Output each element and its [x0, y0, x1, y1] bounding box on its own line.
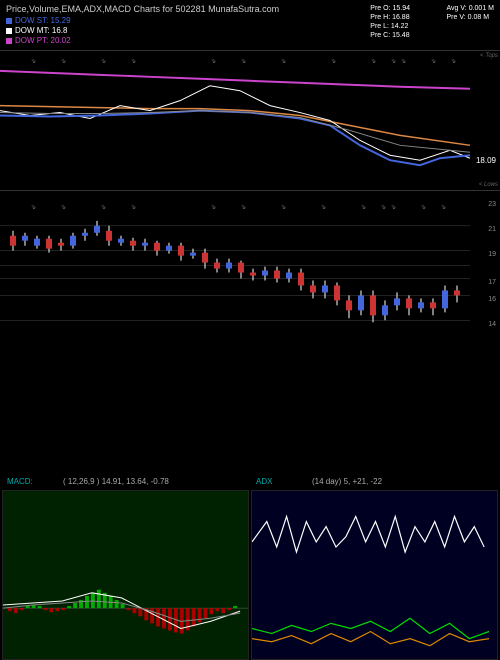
svg-text:⇘: ⇘ — [280, 204, 286, 211]
ohlc-stats: Pre O: 15.94Pre H: 16.88Pre L: 14.22Pre … — [370, 4, 410, 40]
chart-header: Price,Volume,EMA,ADX,MACD Charts for 502… — [0, 0, 500, 50]
svg-text:⇘: ⇘ — [210, 204, 216, 211]
adx-params: (14 day) 5, +21, -22 — [312, 477, 382, 486]
adx-panel: ADX (14 day) 5, +21, -22 — [251, 490, 498, 660]
svg-text:⇘: ⇘ — [100, 58, 106, 65]
macd-svg — [3, 491, 248, 659]
svg-text:⇘: ⇘ — [440, 204, 446, 211]
svg-text:⇘: ⇘ — [30, 58, 36, 65]
legend-item: DOW MT: 16.8 — [6, 26, 71, 35]
svg-text:⇘: ⇘ — [420, 204, 426, 211]
svg-text:⇘: ⇘ — [240, 204, 246, 211]
candle-svg: ⇘ ⇘ ⇘ ⇘ ⇘ ⇘ ⇘ ⇘ ⇘ ⇘ ⇘ ⇘ ⇘ — [0, 191, 500, 370]
price-y-axis: 232119171614 — [470, 191, 500, 370]
svg-text:⇘: ⇘ — [60, 204, 66, 211]
macd-params: ( 12,26,9 ) 14.91, 13.64, -0.78 — [63, 477, 169, 486]
svg-text:⇘: ⇘ — [100, 204, 106, 211]
legend-item: DOW PT: 20.02 — [6, 36, 71, 45]
legend-group: DOW ST: 15.29DOW MT: 16.8DOW PT: 20.02 — [6, 16, 71, 46]
adx-label: ADX — [256, 477, 272, 486]
chart-container: Price,Volume,EMA,ADX,MACD Charts for 502… — [0, 0, 500, 660]
svg-text:⇘: ⇘ — [380, 204, 386, 211]
svg-text:⇘: ⇘ — [130, 58, 136, 65]
svg-text:⇘: ⇘ — [390, 58, 396, 65]
svg-text:⇘: ⇘ — [390, 204, 396, 211]
svg-text:⇘: ⇘ — [130, 204, 136, 211]
current-price-label: 18.09 — [476, 156, 496, 165]
svg-text:⇘: ⇘ — [30, 204, 36, 211]
volume-stats: Avg V: 0.001 MPre V: 0.08 M — [447, 4, 494, 22]
svg-text:⇘: ⇘ — [240, 58, 246, 65]
svg-text:⇘: ⇘ — [210, 58, 216, 65]
svg-text:⇘: ⇘ — [280, 58, 286, 65]
svg-text:⇘: ⇘ — [450, 58, 456, 65]
svg-text:⇘: ⇘ — [360, 204, 366, 211]
page-title: Price,Volume,EMA,ADX,MACD Charts for 502… — [6, 4, 494, 14]
legend-item: DOW ST: 15.29 — [6, 16, 71, 25]
spacer — [0, 370, 500, 490]
adx-svg — [252, 491, 497, 659]
svg-text:⇘: ⇘ — [320, 204, 326, 211]
svg-text:⇘: ⇘ — [330, 58, 336, 65]
macd-label: MACD: — [7, 477, 33, 486]
candlestick-panel: ⇘ ⇘ ⇘ ⇘ ⇘ ⇘ ⇘ ⇘ ⇘ ⇘ ⇘ ⇘ ⇘ 232119171614 — [0, 190, 500, 370]
indicator-panels: MACD: ( 12,26,9 ) 14.91, 13.64, -0.78 AD… — [0, 490, 500, 660]
ema-svg: ⇘ ⇘ ⇘ ⇘ ⇘ ⇘ ⇘ ⇘ ⇘ ⇘ ⇘ ⇘ ⇘ — [0, 51, 500, 190]
svg-text:⇘: ⇘ — [370, 58, 376, 65]
svg-text:⇘: ⇘ — [430, 58, 436, 65]
svg-text:⇘: ⇘ — [400, 58, 406, 65]
macd-panel: MACD: ( 12,26,9 ) 14.91, 13.64, -0.78 — [2, 490, 249, 660]
svg-text:⇘: ⇘ — [60, 58, 66, 65]
ema-price-panel: < Tops < Lows ⇘⇘⇘⇘⇘⇘⇘⇘⇘⇘⇘⇘⇘ 18.09 — [0, 50, 500, 190]
